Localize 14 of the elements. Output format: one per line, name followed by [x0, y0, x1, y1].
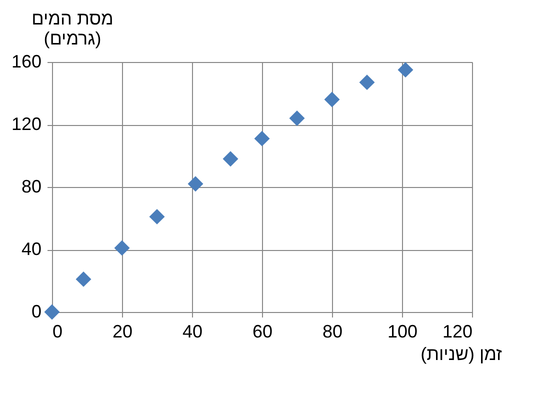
y-tick-label: 160 — [11, 52, 42, 72]
x-tick-label: 20 — [112, 322, 133, 342]
x-tick-label: 0 — [52, 322, 63, 342]
y-tick-label: 120 — [11, 114, 42, 134]
y-axis-title: מסת המים (גרמים) — [32, 8, 114, 48]
y-tick-label: 40 — [21, 239, 42, 259]
x-tick-label: 120 — [442, 322, 472, 342]
x-tick-label: 80 — [322, 322, 343, 342]
y-tick-label: 80 — [21, 176, 42, 196]
x-tick-label: 100 — [387, 322, 418, 342]
x-axis-title: זמן (שניות) — [420, 344, 502, 364]
x-tick-label: 60 — [252, 322, 273, 342]
y-tick-label: 0 — [31, 302, 42, 322]
x-tick-label: 40 — [182, 322, 203, 342]
